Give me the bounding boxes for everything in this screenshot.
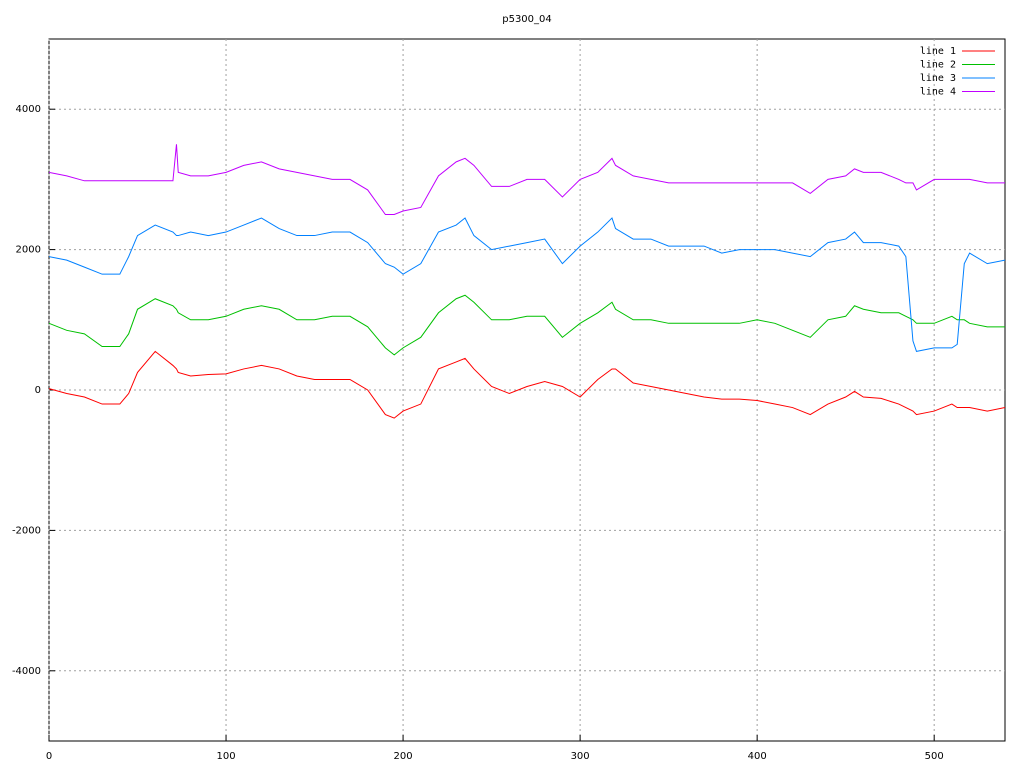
y-tick-label: -4000 (12, 666, 41, 677)
x-tick-label: 200 (394, 751, 413, 762)
y-tick-label: -2000 (12, 525, 41, 536)
legend-label: line 4 (920, 87, 956, 98)
y-tick-label: 4000 (16, 104, 41, 115)
data-line (48, 144, 1005, 215)
legend-label: line 3 (920, 73, 956, 84)
x-tick-label: 400 (748, 751, 767, 762)
x-tick-label: 100 (216, 751, 235, 762)
x-tick-label: 0 (46, 751, 52, 762)
chart-title: p5300_04 (502, 14, 552, 25)
x-tick-label: 500 (925, 751, 944, 762)
legend-label: line 1 (920, 46, 956, 57)
y-tick-label: 2000 (16, 245, 41, 256)
data-line (48, 350, 1006, 419)
x-tick-label: 300 (571, 751, 590, 762)
plot-frame (48, 38, 1006, 742)
y-tick-label: 0 (35, 385, 41, 396)
legend-label: line 2 (920, 60, 956, 71)
data-line (48, 217, 1006, 352)
data-line (48, 294, 1005, 356)
